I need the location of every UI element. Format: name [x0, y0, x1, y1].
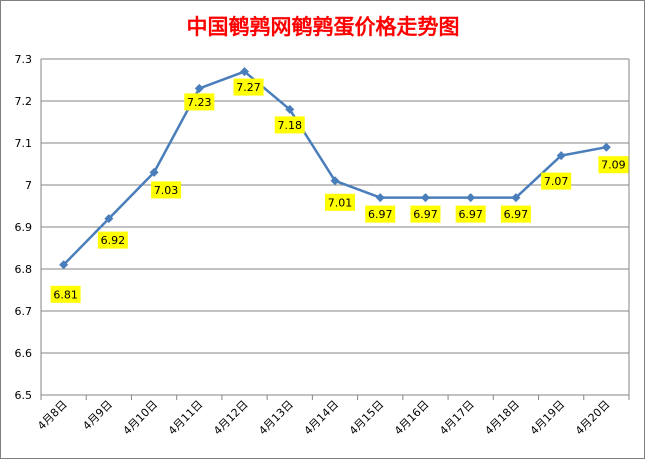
data-point-marker — [375, 193, 385, 203]
y-axis-ticks: 6.5 6.6 6.7 6.8 6.9 7 7.1 7.2 7.3 — [15, 53, 33, 402]
data-label-text: 6.97 — [504, 208, 529, 221]
data-label-box — [50, 285, 81, 303]
data-label-box — [274, 116, 305, 134]
data-point-marker — [511, 193, 521, 203]
data-label: 7.18 — [274, 116, 305, 134]
data-label-text: 7.03 — [154, 184, 179, 197]
data-point-marker — [556, 151, 566, 161]
y-tick-label: 6.8 — [15, 263, 33, 276]
x-tick-label: 4月11日 — [166, 398, 206, 438]
y-tick-label: 7.2 — [15, 95, 33, 108]
data-label-layer: 6.81 6.92 7.03 7.23 7.27 7.18 7.01 6.97 6.97 6.97… — [50, 78, 629, 303]
data-label: 6.97 — [410, 205, 441, 223]
data-point-marker — [149, 167, 159, 177]
data-point-marker — [59, 260, 69, 270]
x-tick-label: 4月9日 — [80, 398, 115, 433]
data-point-marker — [466, 193, 476, 203]
x-tick-label: 4月20日 — [573, 398, 613, 438]
y-tick-label: 7 — [25, 179, 32, 192]
x-tick-label: 4月18日 — [482, 398, 522, 438]
x-tick-label: 4月16日 — [392, 398, 432, 438]
data-label: 6.97 — [500, 205, 531, 223]
y-tick-label: 7.1 — [15, 137, 33, 150]
data-label-text: 7.07 — [544, 175, 569, 188]
data-point-marker — [104, 214, 114, 224]
data-label-box — [151, 181, 182, 199]
data-label-box — [455, 205, 486, 223]
data-label: 6.92 — [97, 231, 128, 249]
data-point-marker — [194, 83, 204, 93]
x-tick-label: 4月17日 — [437, 398, 477, 438]
y-tick-label: 6.5 — [15, 389, 33, 402]
x-tick-label: 4月12日 — [211, 398, 251, 438]
data-point-marker — [240, 67, 250, 77]
data-point-marker — [601, 142, 611, 152]
data-label: 7.01 — [325, 193, 355, 211]
data-label-text: 6.97 — [458, 208, 483, 221]
data-label: 6.81 — [50, 285, 81, 303]
data-label-text: 6.97 — [368, 208, 393, 221]
data-label-box — [598, 156, 629, 174]
x-tick-label: 4月14日 — [302, 398, 342, 438]
data-label-box — [541, 172, 572, 190]
data-label-box — [97, 231, 128, 249]
data-label: 7.27 — [233, 78, 264, 96]
x-tick-label: 4月13日 — [256, 398, 296, 438]
data-point-marker — [420, 193, 430, 203]
data-label: 7.23 — [184, 93, 215, 111]
data-label-box — [233, 78, 264, 96]
data-point-marker — [285, 104, 295, 114]
data-label-box — [325, 193, 355, 211]
data-label-box — [365, 205, 396, 223]
x-tick-label: 4月19日 — [528, 398, 568, 438]
data-label: 6.97 — [365, 205, 396, 223]
data-label-text: 6.97 — [413, 208, 438, 221]
y-tick-label: 6.6 — [15, 347, 33, 360]
y-tick-label: 6.9 — [15, 221, 33, 234]
data-label-text: 6.92 — [101, 234, 126, 247]
series-layer — [59, 67, 611, 270]
data-label-text: 7.23 — [187, 96, 212, 109]
data-label-text: 6.81 — [53, 288, 78, 301]
data-label-text: 7.18 — [278, 119, 303, 132]
y-tick-label: 6.7 — [15, 305, 33, 318]
grid-layer — [40, 58, 630, 396]
data-label-box — [184, 93, 215, 111]
data-label-box — [500, 205, 531, 223]
data-label-text: 7.09 — [601, 159, 626, 172]
chart-title: 中国鹌鹑网鹌鹑蛋价格走势图 — [187, 14, 460, 39]
data-label-text: 7.01 — [328, 196, 353, 209]
data-label-text: 7.27 — [236, 81, 261, 94]
y-tick-label: 7.3 — [15, 53, 33, 66]
data-label: 7.07 — [541, 172, 572, 190]
x-tick-label: 4月15日 — [347, 398, 387, 438]
x-tick-label: 4月8日 — [35, 398, 70, 433]
x-axis-ticks: 4月8日 4月9日 4月10日 4月11日 4月12日 4月13日 4月14日 4月15日 4月… — [35, 395, 630, 438]
data-label: 6.97 — [455, 205, 486, 223]
x-tick-label: 4月10日 — [121, 398, 161, 438]
data-label: 7.09 — [598, 156, 629, 174]
data-point-marker — [330, 176, 340, 186]
data-label-box — [410, 205, 441, 223]
data-label: 7.03 — [151, 181, 182, 199]
